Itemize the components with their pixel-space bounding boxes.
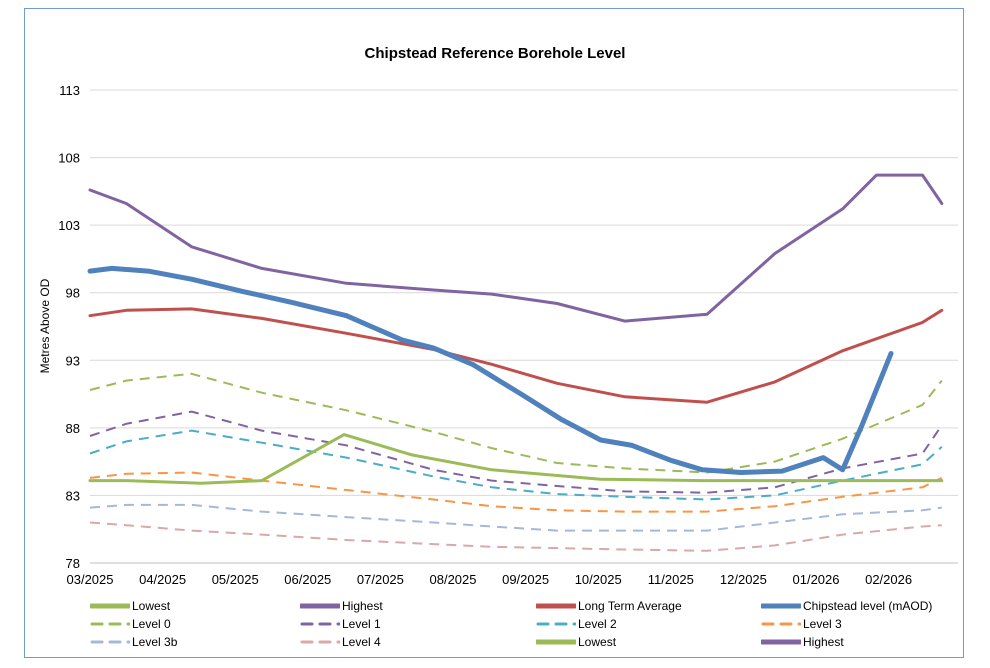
- legend-swatch: [90, 622, 130, 625]
- x-tick-label: 09/2025: [502, 572, 549, 587]
- y-tick-label: 88: [66, 421, 80, 436]
- legend-swatch: [536, 639, 576, 644]
- y-tick-label: 103: [58, 218, 80, 233]
- legend-swatch: [536, 622, 576, 625]
- series-line-lowest: [88, 433, 944, 485]
- series-line-highest: [88, 173, 944, 323]
- legend-item: Level 0: [90, 616, 300, 631]
- legend-item: Level 4: [300, 634, 536, 649]
- legend-label: Highest: [342, 598, 383, 613]
- legend-label: Level 3b: [132, 634, 178, 649]
- legend-swatch: [300, 603, 340, 608]
- y-tick-label: 78: [66, 556, 80, 571]
- legend-item: Chipstead level (mAOD): [761, 598, 981, 613]
- legend-item: Level 1: [300, 616, 536, 631]
- legend-swatch: [761, 622, 801, 625]
- legend-swatch: [90, 603, 130, 608]
- series-line-level-0: [89, 372, 943, 474]
- y-axis-label: Metres Above OD: [38, 278, 52, 373]
- y-tick-label: 93: [66, 353, 80, 368]
- legend-label: Lowest: [578, 634, 617, 649]
- series-line-level-1: [89, 410, 943, 494]
- y-tick-label: 113: [59, 83, 80, 98]
- legend-item: Long Term Average: [536, 598, 761, 613]
- series-line-level-3: [89, 471, 943, 513]
- series-line-level-3b: [89, 503, 942, 532]
- legend-label: Level 2: [578, 616, 617, 631]
- legend-swatch: [90, 640, 130, 643]
- x-tick-label: 12/2025: [720, 572, 767, 587]
- legend-label: Lowest: [132, 598, 171, 613]
- x-tick-label: 07/2025: [357, 572, 404, 587]
- chart-title: Chipstead Reference Borehole Level: [364, 45, 626, 62]
- legend-swatch: [761, 639, 801, 644]
- x-tick-label: 05/2025: [212, 572, 259, 587]
- x-tick-label: 10/2025: [575, 572, 622, 587]
- x-tick-label: 08/2025: [430, 572, 477, 587]
- legend-label: Level 3: [803, 616, 842, 631]
- series-line-level-4: [89, 521, 942, 552]
- legend-item: Highest: [300, 598, 536, 613]
- legend-item: Level 2: [536, 616, 761, 631]
- legend-label: Chipstead level (mAOD): [803, 598, 933, 613]
- x-tick-label: 06/2025: [284, 572, 331, 587]
- legend-swatch: [761, 603, 801, 608]
- x-tick-label: 04/2025: [139, 572, 186, 587]
- legend-label: Long Term Average: [578, 598, 682, 613]
- legend-item: Lowest: [90, 598, 300, 613]
- legend-label: Level 4: [342, 634, 381, 649]
- legend-label: Level 1: [342, 616, 381, 631]
- legend-item: Level 3b: [90, 634, 300, 649]
- y-tick-label: 108: [58, 151, 80, 166]
- legend: Lowest Highest Long Term Average Chipstead …: [90, 598, 970, 649]
- x-tick-label: 01/2026: [793, 572, 840, 587]
- series-line-long-term-average: [88, 307, 944, 404]
- y-tick-label: 83: [66, 488, 80, 503]
- legend-swatch: [300, 640, 340, 643]
- legend-swatch: [300, 622, 340, 625]
- legend-item: Highest: [761, 634, 981, 649]
- legend-label: Level 0: [132, 616, 171, 631]
- legend-swatch: [536, 603, 576, 608]
- legend-label: Highest: [803, 634, 844, 649]
- legend-item: Level 3: [761, 616, 981, 631]
- y-tick-label: 98: [66, 286, 80, 301]
- chart-frame: [24, 8, 964, 658]
- legend-item: Lowest: [536, 634, 761, 649]
- x-tick-label: 03/2025: [67, 572, 114, 587]
- x-tick-label: 02/2026: [865, 572, 912, 587]
- series-line-level-2: [89, 429, 943, 501]
- series-line-chipstead-level-maod-: [87, 265, 894, 475]
- x-tick-label: 11/2025: [648, 572, 694, 587]
